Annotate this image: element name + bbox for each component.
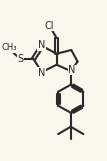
Text: N: N [38, 40, 45, 50]
Text: N: N [38, 68, 45, 78]
Text: CH₃: CH₃ [1, 43, 17, 52]
Text: Cl: Cl [45, 21, 54, 31]
Text: S: S [17, 54, 23, 64]
Text: N: N [68, 65, 76, 75]
